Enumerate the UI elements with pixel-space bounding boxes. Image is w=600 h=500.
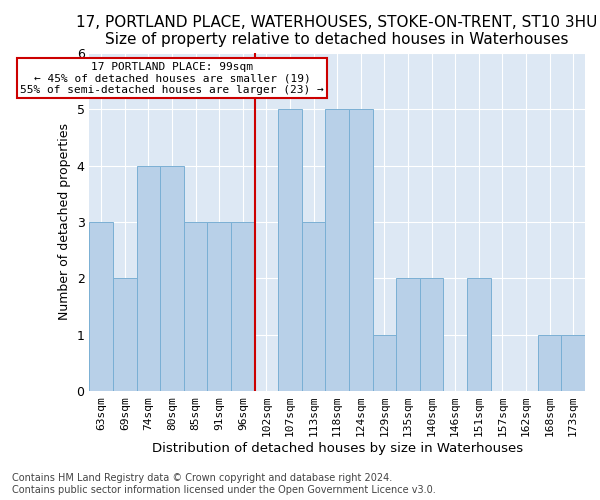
Title: 17, PORTLAND PLACE, WATERHOUSES, STOKE-ON-TRENT, ST10 3HU
Size of property relat: 17, PORTLAND PLACE, WATERHOUSES, STOKE-O… [77,15,598,48]
Bar [113,278,137,391]
X-axis label: Distribution of detached houses by size in Waterhouses: Distribution of detached houses by size … [152,442,523,455]
Text: Contains HM Land Registry data © Crown copyright and database right 2024.
Contai: Contains HM Land Registry data © Crown c… [12,474,436,495]
Text: 17 PORTLAND PLACE: 99sqm
← 45% of detached houses are smaller (19)
55% of semi-d: 17 PORTLAND PLACE: 99sqm ← 45% of detach… [20,62,324,94]
Bar [302,222,325,391]
Y-axis label: Number of detached properties: Number of detached properties [58,124,71,320]
Bar [396,278,420,391]
Bar [137,166,160,391]
Bar [420,278,443,391]
Bar [278,109,302,391]
Bar [184,222,208,391]
Bar [160,166,184,391]
Bar [467,278,491,391]
Bar [208,222,231,391]
Bar [562,334,585,391]
Bar [538,334,562,391]
Bar [325,109,349,391]
Bar [89,222,113,391]
Bar [373,334,396,391]
Bar [231,222,254,391]
Bar [349,109,373,391]
